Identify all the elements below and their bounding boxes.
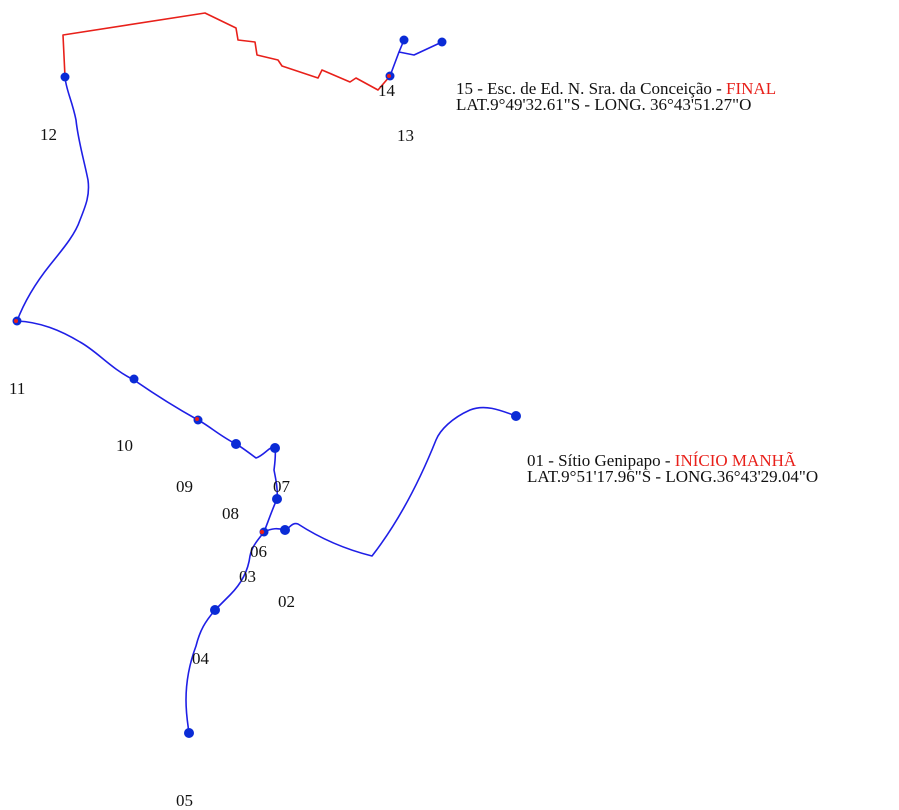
- stop-core-14: [387, 74, 391, 78]
- stop-marker-13: [399, 35, 409, 45]
- stop-marker-05: [184, 728, 194, 738]
- stop-label-14: 14: [378, 81, 395, 100]
- stop-marker-04: [210, 605, 220, 615]
- stop-label-05: 05: [176, 791, 193, 810]
- stop-label-10: 10: [116, 436, 133, 455]
- start-info-line1: 01 - Sítio Genipapo - INÍCIO MANHÃ: [527, 451, 818, 470]
- stop-marker-08: [231, 439, 241, 449]
- route-line-blue: [185, 406, 517, 734]
- start-info-coords: LAT.9°51'17.96"S - LONG.36°43'29.04"O: [527, 467, 819, 486]
- stop-marker-10: [129, 374, 139, 384]
- stop-label-12: 12: [40, 125, 57, 144]
- stop-label-07: 07: [273, 477, 290, 496]
- stop-core-11: [14, 319, 18, 323]
- stop-marker-02: [280, 525, 290, 535]
- start-info-prefix: 01 - Sítio Genipapo -: [527, 451, 675, 470]
- stop-marker-07: [270, 443, 280, 453]
- stop-marker-06: [272, 494, 282, 504]
- stop-core-09: [195, 417, 199, 421]
- stop-red-cores: [14, 74, 391, 535]
- end-info-prefix: 15 - Esc. de Ed. N. Sra. da Conceição -: [456, 79, 727, 98]
- end-info-highlight: FINAL: [726, 79, 777, 98]
- stop-label-09: 09: [176, 477, 193, 496]
- end-info: 15 - Esc. de Ed. N. Sra. da Conceição - …: [456, 79, 777, 114]
- route-line-blue-branch: [16, 76, 279, 533]
- stop-core-03: [259, 529, 265, 535]
- stop-label-03: 03: [239, 567, 256, 586]
- stop-label-02: 02: [278, 592, 295, 611]
- stop-label-11: 11: [9, 379, 26, 398]
- start-info: 01 - Sítio Genipapo - INÍCIO MANHÃ LAT.9…: [527, 451, 819, 486]
- stop-marker-12: [60, 72, 70, 82]
- stop-label-04: 04: [192, 649, 209, 668]
- route-line-blue-end: [389, 39, 443, 77]
- stop-marker-01: [511, 411, 521, 421]
- end-info-coords: LAT.9°49'32.61"S - LONG. 36°43'51.27"O: [456, 95, 752, 114]
- stop-label-13: 13: [397, 126, 414, 145]
- stop-label-06: 06: [250, 542, 267, 561]
- stop-marker-15: [437, 37, 447, 47]
- end-info-line1: 15 - Esc. de Ed. N. Sra. da Conceição - …: [456, 79, 777, 98]
- route-stops: [12, 35, 521, 738]
- start-info-highlight: INÍCIO MANHÃ: [674, 451, 797, 470]
- stop-label-08: 08: [222, 504, 239, 523]
- route-line-red: [62, 12, 391, 91]
